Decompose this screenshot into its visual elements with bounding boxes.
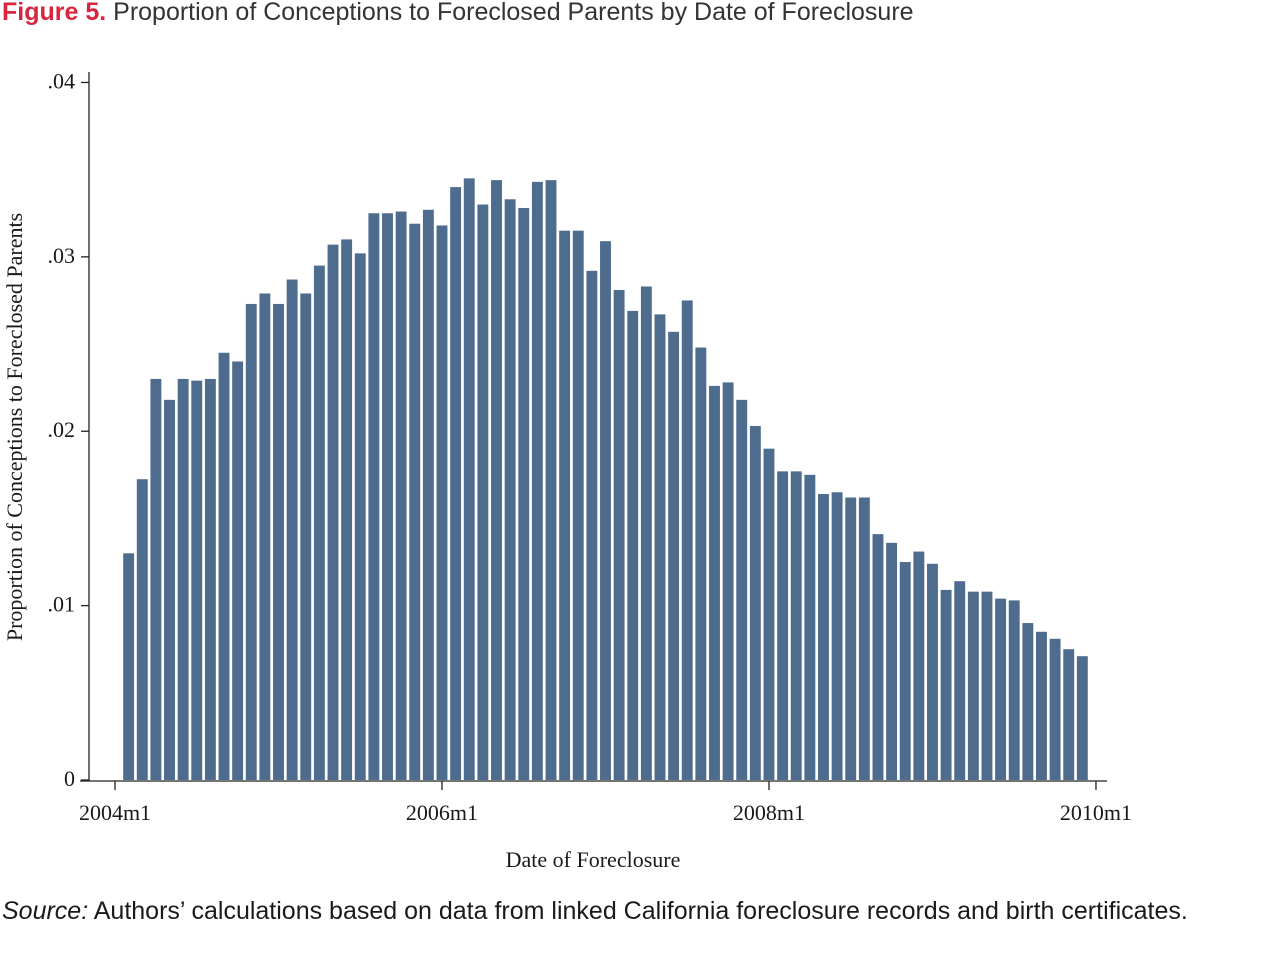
bar: [354, 253, 366, 781]
bar: [382, 213, 393, 781]
bar: [368, 213, 380, 781]
y-tick-label: .03: [48, 243, 76, 268]
bar: [818, 494, 829, 781]
bar: [518, 208, 530, 781]
x-axis-label: Date of Foreclosure: [506, 847, 681, 872]
bar: [886, 542, 898, 781]
bar: [218, 352, 230, 781]
bar: [177, 378, 189, 781]
chart: Figure 5. Proportion of Conceptions to F…: [2, 0, 1132, 872]
bar: [695, 347, 707, 781]
bar: [668, 331, 680, 781]
chart-title: Figure 5. Proportion of Conceptions to F…: [2, 0, 914, 26]
bar: [327, 244, 339, 781]
bar: [123, 553, 135, 781]
bar: [709, 385, 720, 781]
bar: [395, 211, 407, 781]
bar: [640, 286, 652, 781]
bar: [927, 563, 938, 781]
bar: [586, 270, 598, 781]
bar: [831, 492, 843, 781]
bar: [804, 474, 816, 781]
bar: [763, 448, 775, 781]
bar: [613, 289, 625, 781]
bar: [504, 199, 516, 781]
bar: [422, 209, 434, 781]
bar: [995, 598, 1007, 781]
x-tick-label: 2008m1: [733, 800, 805, 825]
bar: [409, 223, 421, 781]
bar: [790, 471, 802, 781]
figure-label: Figure 5.: [2, 0, 106, 26]
bar: [436, 225, 448, 781]
bar: [1049, 638, 1061, 781]
bar: [654, 314, 666, 781]
bar: [913, 551, 925, 781]
bar: [545, 180, 557, 781]
bar: [777, 471, 789, 781]
bar: [245, 303, 257, 781]
bar: [259, 293, 271, 781]
bar: [940, 589, 952, 781]
bar: [341, 239, 353, 781]
bar: [722, 382, 734, 781]
bar: [967, 591, 979, 781]
y-axis-label: Proportion of Conceptions to Foreclosed …: [2, 213, 27, 641]
bar: [981, 591, 993, 781]
bar: [313, 265, 325, 781]
bar: [872, 534, 884, 781]
source-label: Source:: [2, 897, 89, 925]
x-tick-label: 2006m1: [406, 800, 478, 825]
x-tick-label: 2010m1: [1060, 800, 1132, 825]
bar: [491, 180, 502, 781]
source-text: Authors’ calculations based on data from…: [93, 897, 1188, 925]
bar: [191, 380, 203, 781]
bar: [463, 178, 475, 781]
bar: [477, 204, 489, 781]
bar: [136, 479, 148, 781]
bar: [1076, 656, 1088, 781]
y-tick-label: .04: [48, 68, 76, 93]
bar: [1036, 631, 1047, 781]
y-tick-label: .02: [48, 417, 76, 442]
bar: [572, 230, 584, 781]
bar: [736, 399, 748, 781]
y-tick-label: .01: [48, 592, 76, 617]
y-tick-label: 0: [64, 766, 75, 791]
bar: [150, 378, 162, 781]
bar: [273, 303, 284, 781]
bar: [559, 230, 571, 781]
x-tick-label: 2004m1: [79, 800, 151, 825]
bar: [681, 300, 693, 781]
bar: [1008, 600, 1020, 781]
bar: [1022, 623, 1034, 781]
bar: [286, 279, 298, 781]
bar: [858, 497, 870, 781]
bar: [531, 181, 543, 781]
source-note: Source: Authors’ calculations based on d…: [2, 893, 1278, 929]
bar: [164, 399, 175, 781]
title-text: Proportion of Conceptions to Foreclosed …: [113, 0, 913, 26]
bar: [954, 581, 966, 781]
bar: [450, 187, 462, 781]
bar: [300, 293, 312, 781]
bar: [627, 310, 639, 781]
bar: [204, 378, 216, 781]
bar: [899, 562, 911, 781]
bar: [845, 497, 857, 781]
bar: [600, 241, 611, 781]
bar: [749, 426, 761, 781]
bar: [232, 361, 244, 781]
bar: [1063, 649, 1075, 781]
